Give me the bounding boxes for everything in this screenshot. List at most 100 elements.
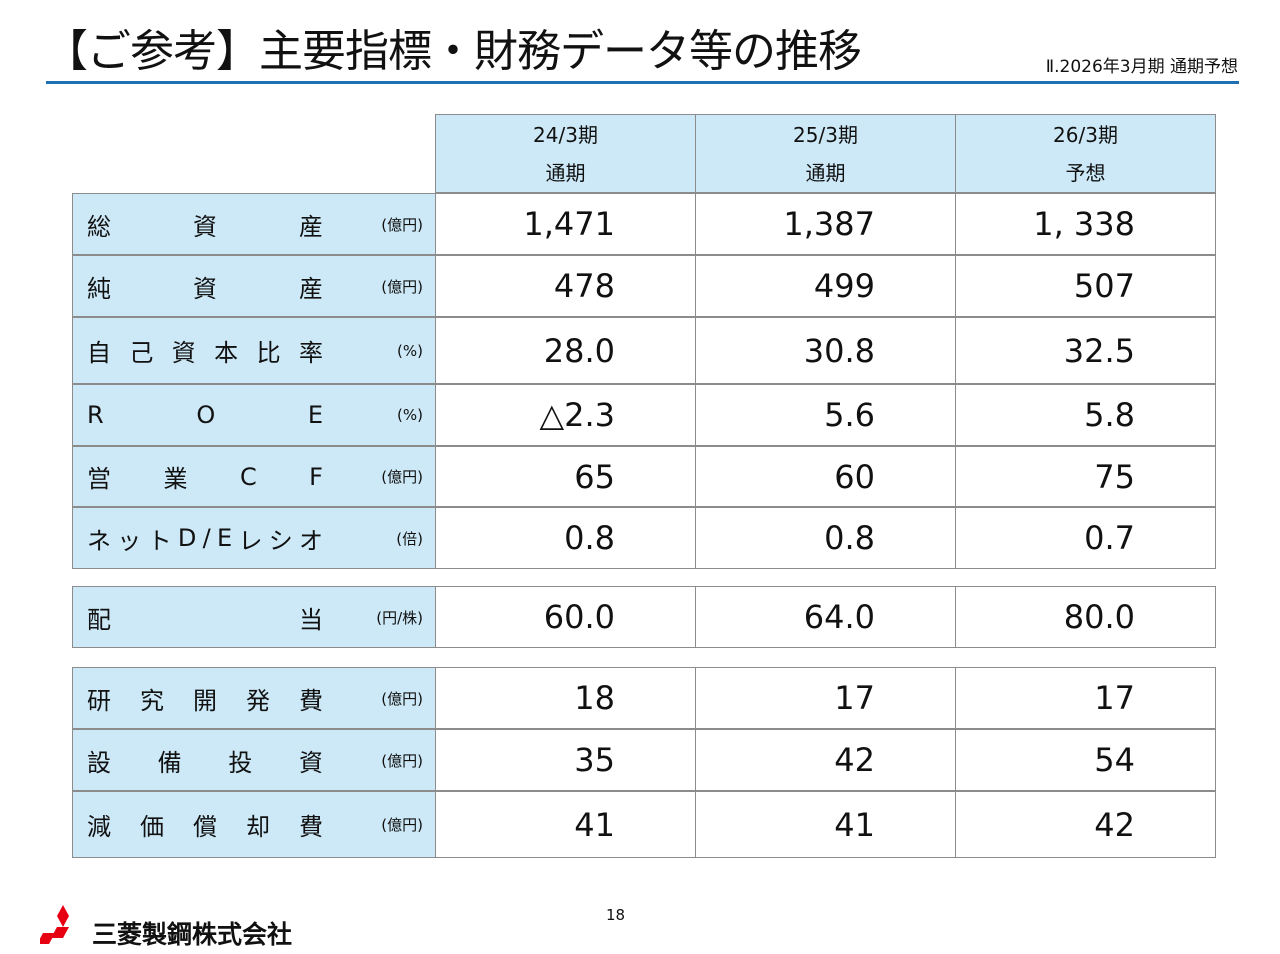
row-label-cell: 設 備 投 資 (億円) [72, 729, 436, 791]
row-unit: (億円) [381, 816, 423, 834]
value-cell: 42 [955, 791, 1216, 858]
row-label-char: 投 [228, 748, 253, 777]
row-label-char: ッ [117, 526, 142, 555]
row-label-char: 却 [246, 813, 270, 841]
row-label-char: 産 [299, 274, 323, 303]
row-label-char: 比 [256, 339, 281, 367]
table-row: R O E (%) △2.3 5.6 5.8 [72, 384, 1218, 446]
value-cell: 5.6 [695, 384, 956, 446]
column-type-label: 通期 [805, 160, 846, 185]
row-label-char: 備 [157, 748, 182, 777]
row-label-char: 価 [140, 813, 164, 841]
section-subtitle: Ⅱ.2026年3月期 通期予想 [1045, 57, 1238, 77]
column-period-label: 26/3期 [1053, 122, 1118, 147]
row-unit: (倍) [396, 529, 423, 548]
row-label-cell: 営 業 C F (億円) [72, 446, 436, 507]
value-cell: 5.8 [955, 384, 1216, 446]
title-underline [46, 81, 1239, 84]
table-row: 自己資本比率 (%) 28.0 30.8 32.5 [72, 317, 1218, 384]
value-cell: 17 [955, 667, 1216, 729]
row-label-char: 資 [193, 274, 217, 303]
row-label-char: / [202, 524, 211, 552]
company-name: 三菱製鋼株式会社 [92, 920, 293, 949]
value-cell: 75 [955, 446, 1216, 507]
value-cell: 32.5 [955, 317, 1216, 384]
table-row: 営 業 C F (億円) 65 60 75 [72, 446, 1218, 507]
table-row: 設 備 投 資 (億円) 35 42 54 [72, 729, 1218, 791]
row-label-cell: R O E (%) [72, 384, 436, 446]
row-label-char: 研 [87, 686, 111, 715]
value-cell: 30.8 [695, 317, 956, 384]
row-label: ネット D / E レシオ [87, 508, 323, 568]
row-label-char: ネ [87, 526, 111, 555]
column-header-26-3: 26/3期 予想 [955, 114, 1216, 193]
value-cell: 41 [435, 791, 696, 858]
row-label-char: 業 [163, 465, 188, 493]
row-unit: (億円) [381, 689, 423, 708]
column-period-label: 25/3期 [793, 122, 858, 147]
table-row: 研究開発費 (億円) 18 17 17 [72, 667, 1218, 729]
table-row: 配当 (円/株) 60.0 64.0 80.0 [72, 586, 1218, 648]
row-label: 研究開発費 [87, 668, 323, 728]
row-label: 設備投資 [87, 730, 323, 790]
value-cell: 80.0 [955, 586, 1216, 648]
row-label-char: O [196, 401, 216, 429]
value-cell: 507 [955, 255, 1216, 317]
row-label-char: オ [299, 526, 323, 555]
row-label-cell: 自己資本比率 (%) [72, 317, 436, 384]
value-cell: 18 [435, 667, 696, 729]
value-cell: 41 [695, 791, 956, 858]
column-type-label: 通期 [545, 160, 586, 185]
table-row: 減価償却費 (億円) 41 41 42 [72, 791, 1218, 858]
column-type-label: 予想 [1065, 160, 1106, 185]
row-label-char: ト [147, 526, 172, 555]
value-cell: 1, 338 [955, 193, 1216, 255]
row-unit: (億円) [381, 468, 423, 486]
row-label-cell: 純 資 産 (億円) [72, 255, 436, 317]
row-label: 減価償却費 [87, 792, 323, 857]
row-label-char: 資 [171, 339, 196, 367]
value-cell: 1,387 [695, 193, 956, 255]
value-cell: 0.7 [955, 507, 1216, 569]
page-title: 【ご参考】主要指標・財務データ等の推移 [44, 26, 862, 77]
row-label-cell: 総 資 産 (億円) [72, 193, 436, 255]
value-cell: 35 [435, 729, 696, 791]
row-unit: (円/株) [376, 608, 423, 627]
row-label-char: レ [238, 526, 263, 555]
row-label-cell: 配当 (円/株) [72, 586, 436, 648]
row-label: 配当 [87, 587, 323, 647]
row-label-char: R [87, 401, 104, 429]
row-label-char: E [216, 524, 233, 552]
row-label-char: 自 [87, 339, 111, 367]
row-label-char: C [239, 462, 257, 491]
row-label-char: 究 [140, 686, 164, 715]
value-cell: 0.8 [695, 507, 956, 569]
row-label-char: 資 [193, 212, 217, 241]
value-cell: △2.3 [435, 384, 696, 446]
row-unit: (%) [397, 341, 423, 360]
value-cell: 1,471 [435, 193, 696, 255]
three-diamonds-icon [51, 927, 69, 938]
table-row: 総 資 産 (億円) 1,471 1,387 1, 338 [72, 193, 1218, 255]
row-label: 自己資本比率 [87, 318, 323, 383]
column-header-24-3: 24/3期 通期 [435, 114, 696, 193]
row-label-char: 配 [87, 605, 111, 634]
row-label-char: 設 [87, 748, 111, 777]
value-cell: 64.0 [695, 586, 956, 648]
row-label-cell: 減 価 償 却 費 (億円) [72, 791, 436, 858]
row-label-char: 費 [299, 813, 323, 841]
row-label-cell: 研究開発費 (億円) [72, 667, 436, 729]
value-cell: 478 [435, 255, 696, 317]
column-period-label: 24/3期 [533, 122, 598, 147]
value-cell: 499 [695, 255, 956, 317]
row-label-char: 費 [299, 686, 323, 715]
row-label-char: 本 [214, 339, 239, 367]
row-label-char: 産 [299, 212, 323, 241]
row-label-char: E [307, 401, 323, 429]
company-logo [40, 905, 69, 944]
row-label-char: 資 [298, 748, 323, 777]
value-cell: 42 [695, 729, 956, 791]
value-cell: 65 [435, 446, 696, 507]
